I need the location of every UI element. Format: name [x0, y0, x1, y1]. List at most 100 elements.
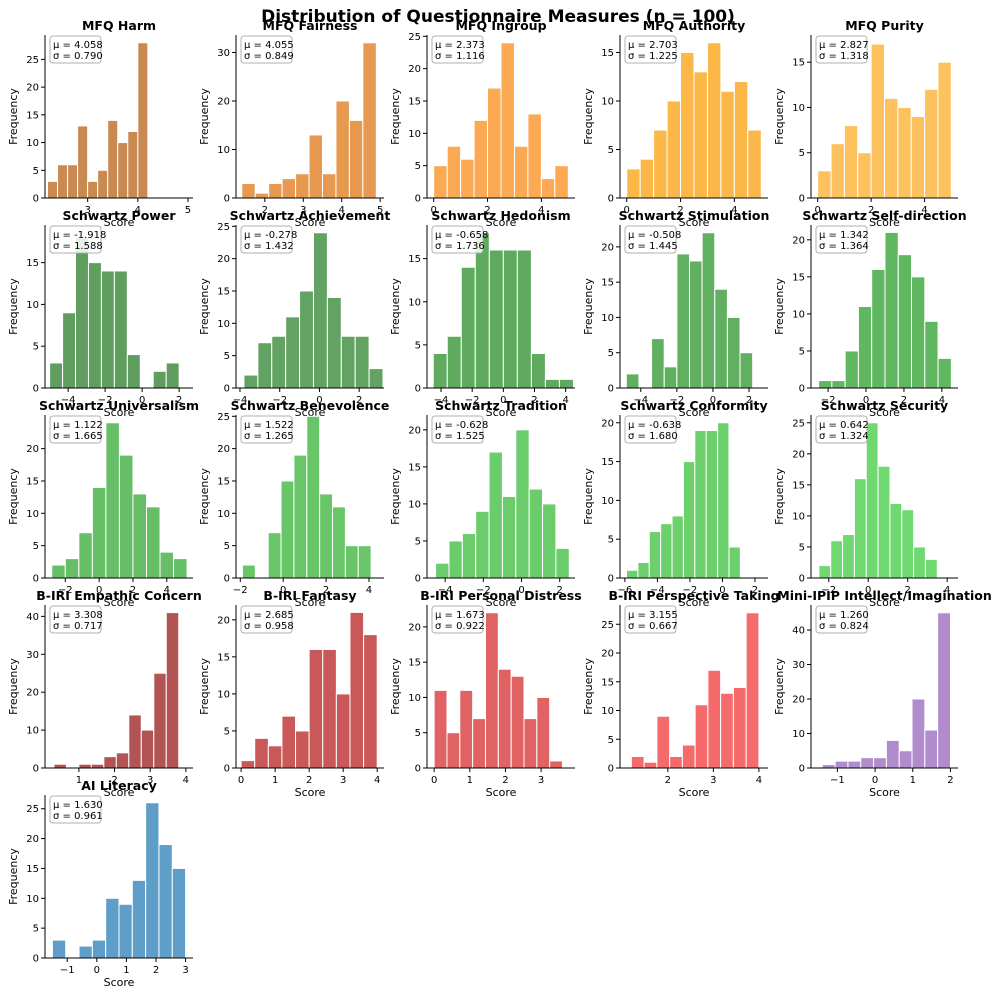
x-axis-label: Score: [104, 216, 135, 229]
x-tick-label: 0: [863, 395, 869, 406]
x-axis-label: Score: [869, 216, 900, 229]
histogram-bar: [57, 164, 69, 199]
histogram-bar: [844, 350, 859, 389]
y-tick-label: 0: [33, 384, 39, 395]
histogram-bar: [714, 288, 728, 389]
x-tick-label: −2: [821, 585, 836, 596]
x-tick-label: 0: [872, 775, 878, 786]
x-axis-label: Score: [679, 786, 710, 799]
histogram-bar: [118, 903, 133, 959]
panel-title: MFQ Authority: [643, 18, 746, 33]
histogram-bar: [834, 760, 849, 769]
x-tick-label: 2: [746, 395, 752, 406]
panel-title: Mini-IPIP Intellect/Imagination: [777, 588, 992, 603]
x-tick-label: 4: [164, 585, 170, 596]
histogram-bar: [340, 335, 356, 389]
histogram-bar: [173, 558, 188, 579]
histogram-bar: [165, 612, 180, 769]
y-tick-label: 10: [217, 319, 230, 330]
y-tick-label: 15: [217, 652, 230, 663]
x-tick-label: 1: [123, 965, 129, 976]
histogram-bar: [937, 61, 952, 199]
histogram-bar: [630, 756, 645, 769]
histogram-bar: [877, 465, 891, 579]
histogram-bar: [818, 565, 832, 579]
histogram-bar: [870, 43, 885, 199]
histogram-bar: [897, 254, 913, 389]
x-tick-label: −2: [98, 395, 113, 406]
sd-label: σ = 0.849: [244, 51, 294, 62]
y-tick-label: 20: [26, 444, 39, 455]
histogram-bar: [165, 362, 180, 389]
sd-label: σ = 0.824: [819, 621, 869, 632]
histogram-bar: [488, 249, 504, 389]
histogram-bar: [432, 353, 448, 389]
x-tick-label: 1: [467, 775, 473, 786]
y-axis-label: Frequency: [389, 468, 402, 525]
histogram-bar: [500, 42, 515, 199]
stats-box: [49, 415, 102, 444]
y-tick-label: 20: [601, 242, 614, 253]
histogram-bar: [910, 116, 926, 199]
histogram-bar: [732, 687, 747, 769]
y-tick-label: 10: [217, 145, 230, 156]
y-tick-label: 15: [601, 48, 614, 59]
x-tick-label: 2: [531, 395, 537, 406]
x-tick-label: 2: [904, 585, 910, 596]
histogram-bar: [860, 757, 875, 769]
histogram-bar: [516, 249, 532, 389]
histogram-bar: [49, 362, 64, 389]
x-tick-label: 0: [500, 395, 506, 406]
mean-label: μ = -0.278: [244, 230, 297, 241]
y-tick-label: 25: [217, 222, 230, 233]
x-tick-label: 4: [921, 205, 927, 216]
y-tick-label: 10: [26, 300, 39, 311]
y-tick-label: 15: [26, 864, 39, 875]
histogram-bar: [257, 342, 273, 389]
x-tick-label: 0: [238, 775, 244, 786]
histogram-bar: [694, 704, 709, 769]
mean-label: μ = -0.508: [628, 230, 681, 241]
sd-label: σ = 1.665: [53, 431, 103, 442]
histogram-bar: [889, 502, 903, 579]
x-tick-label: 2: [130, 585, 136, 596]
histogram-bar: [513, 145, 529, 199]
histogram-bar: [554, 165, 569, 199]
histogram-bar: [898, 750, 913, 769]
y-tick-label: 15: [408, 254, 421, 265]
histogram-bar: [653, 129, 668, 199]
histogram-bar: [924, 88, 939, 199]
x-tick-label: 1: [910, 775, 916, 786]
y-axis-label: Frequency: [389, 88, 402, 145]
histogram-bar: [100, 270, 115, 389]
y-tick-label: 15: [601, 457, 614, 468]
y-tick-label: 0: [415, 574, 421, 585]
panel-title: Schwartz Self-direction: [802, 208, 966, 223]
histogram-bar: [669, 756, 683, 769]
histogram-bar: [626, 569, 639, 579]
y-axis-label: Frequency: [7, 468, 20, 525]
x-axis-label: Score: [295, 596, 326, 609]
sd-label: σ = 0.958: [244, 621, 294, 632]
y-tick-label: 5: [33, 166, 39, 177]
histogram-bar: [663, 366, 678, 389]
stats-box: [431, 35, 484, 64]
histogram-bar: [267, 745, 283, 769]
stats-box: [624, 415, 677, 444]
x-tick-label: 0: [624, 205, 630, 216]
histogram-bar: [435, 562, 450, 579]
histogram-bar: [127, 130, 139, 199]
y-tick-label: 20: [408, 425, 421, 436]
histogram-bar: [344, 545, 359, 579]
y-tick-label: 25: [26, 55, 39, 66]
histogram-bar: [542, 503, 557, 579]
histogram-bar: [433, 689, 448, 769]
x-tick-label: 2: [262, 205, 268, 216]
y-tick-label: 5: [415, 161, 421, 172]
histogram-bar: [830, 143, 845, 199]
histogram-bar: [656, 715, 671, 769]
y-tick-label: 0: [224, 574, 230, 585]
